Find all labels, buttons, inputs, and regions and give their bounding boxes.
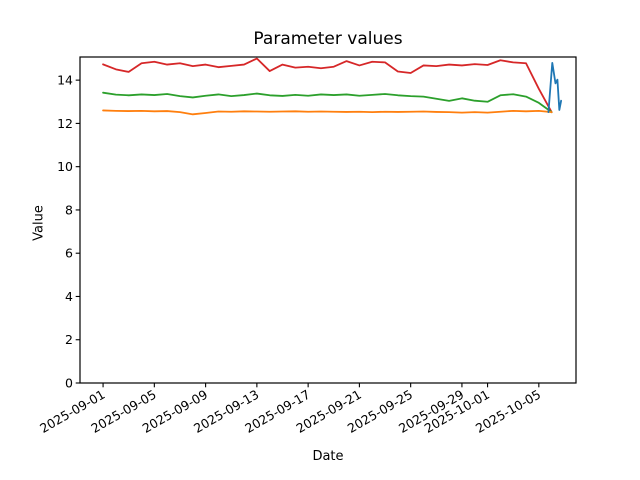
y-tick-label: 14	[57, 73, 73, 88]
y-axis-label: Value	[31, 205, 47, 241]
series-green-line	[102, 91, 553, 114]
chart-title: Parameter values	[253, 29, 403, 49]
y-tick-label: 8	[65, 202, 73, 217]
plot-border	[79, 56, 577, 384]
x-axis-label: Date	[312, 449, 344, 464]
y-tick-label: 2	[65, 332, 73, 347]
y-tick-label: 4	[65, 289, 73, 304]
y-tick-label: 6	[65, 246, 73, 261]
series-orange-line	[102, 109, 553, 116]
y-tick-label: 0	[65, 376, 73, 391]
y-tick-label: 10	[57, 159, 73, 174]
series-blue-line	[547, 61, 563, 114]
series-red-line	[102, 57, 553, 114]
y-tick-label: 12	[57, 116, 73, 131]
